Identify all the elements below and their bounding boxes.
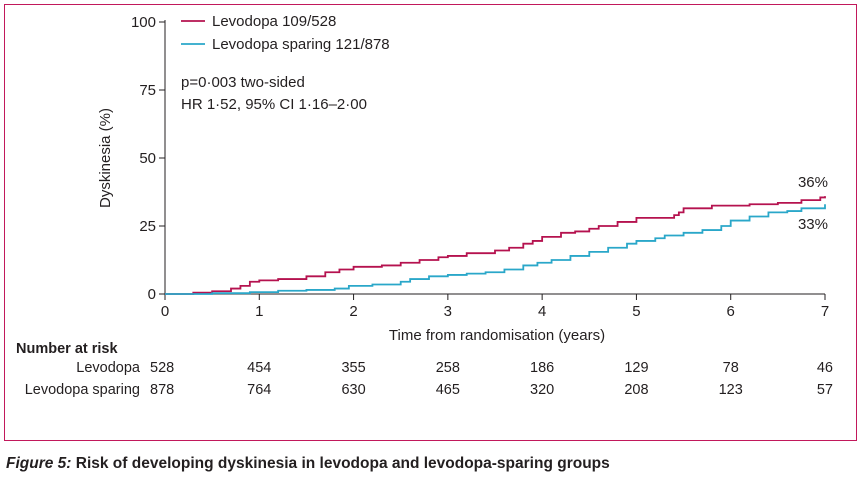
caption-prefix: Figure 5: — [6, 455, 72, 472]
risk-row-label: Levodopa — [76, 360, 140, 376]
legend-label: Levodopa sparing 121/878 — [212, 36, 390, 53]
risk-value: 355 — [341, 360, 366, 376]
x-tick-label: 7 — [821, 303, 829, 320]
risk-value: 78 — [722, 360, 739, 376]
risk-value: 764 — [247, 382, 272, 398]
risk-value: 320 — [530, 382, 555, 398]
series-line-levodopa — [165, 196, 826, 295]
risk-value: 46 — [816, 360, 833, 376]
figure-caption: Figure 5: Risk of developing dyskinesia … — [6, 455, 610, 473]
x-tick-label: 3 — [444, 303, 452, 320]
risk-value: 465 — [435, 382, 460, 398]
stat-annotation: p=0·003 two-sided — [181, 74, 305, 91]
risk-value: 454 — [247, 360, 272, 376]
y-tick-label: 0 — [148, 286, 156, 303]
x-axis-label: Time from randomisation (years) — [389, 327, 605, 344]
risk-row-label: Levodopa sparing — [24, 382, 140, 398]
stat-annotation: HR 1·52, 95% CI 1·16–2·00 — [181, 96, 367, 113]
caption-text: Risk of developing dyskinesia in levodop… — [71, 455, 610, 472]
series-line-levodopa-sparing — [165, 204, 826, 295]
y-tick-label: 75 — [139, 82, 156, 99]
x-tick-label: 6 — [727, 303, 735, 320]
risk-value: 208 — [624, 382, 649, 398]
x-tick-label: 5 — [632, 303, 640, 320]
risk-value: 258 — [435, 360, 460, 376]
risk-value: 129 — [624, 360, 649, 376]
km-chart: 0 25 50 75 100 0 1 2 3 4 5 6 7 Dyskinesia (%) Time fro… — [97, 13, 829, 344]
risk-value: 186 — [530, 360, 555, 376]
y-tick-label: 25 — [139, 218, 156, 235]
y-axis-label: Dyskinesia (%) — [97, 108, 114, 208]
risk-value: 57 — [816, 382, 833, 398]
legend-label: Levodopa 109/528 — [212, 13, 336, 30]
risk-value: 878 — [150, 382, 175, 398]
figure-frame — [4, 4, 857, 441]
x-tick-label: 0 — [161, 303, 169, 320]
risk-value: 123 — [718, 382, 743, 398]
x-tick-label: 1 — [255, 303, 263, 320]
y-tick-label: 100 — [131, 14, 156, 31]
risk-table-heading: Number at risk — [16, 341, 118, 357]
end-label-levodopa: 36% — [798, 174, 828, 191]
x-tick-label: 2 — [349, 303, 357, 320]
risk-value: 630 — [341, 382, 366, 398]
x-tick-label: 4 — [538, 303, 546, 320]
end-label-levodopa-sparing: 33% — [798, 216, 828, 233]
risk-value: 528 — [150, 360, 175, 376]
y-tick-label: 50 — [139, 150, 156, 167]
